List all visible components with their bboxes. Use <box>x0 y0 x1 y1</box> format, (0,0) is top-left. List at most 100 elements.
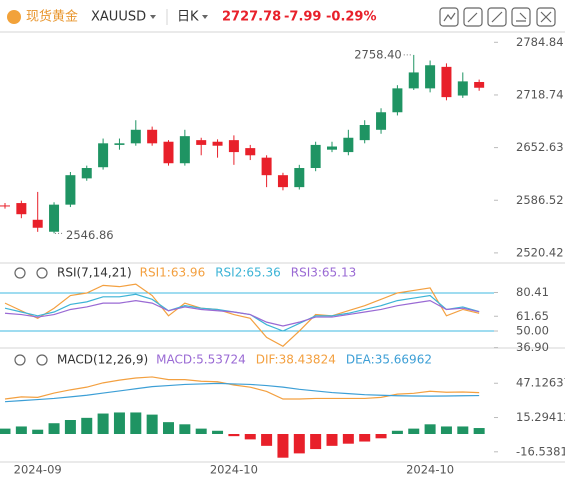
tool-icon <box>443 11 552 23</box>
rsi-title: RSI(7,14,21) <box>57 266 132 280</box>
macd-bar <box>64 420 76 434</box>
macd-bar <box>326 434 338 446</box>
macd-title: MACD(12,26,9) <box>57 353 148 367</box>
period[interactable]: 日K <box>177 10 199 25</box>
macd-bar <box>81 417 93 434</box>
macd-bar <box>113 412 125 434</box>
macd-bar <box>15 426 27 434</box>
macd-bar <box>424 424 436 434</box>
change: -7.99 <box>284 10 321 25</box>
y-tick-label: -16.53812 <box>516 444 565 458</box>
candle-body <box>16 203 27 215</box>
y-tick-label: 2652.63 <box>516 140 564 154</box>
macd-bar <box>212 430 224 434</box>
tool-button[interactable] <box>511 7 531 27</box>
symbol[interactable]: XAUUSD <box>91 10 146 25</box>
tool-button[interactable] <box>487 7 507 27</box>
macd-bar <box>0 428 11 434</box>
close-icon[interactable] <box>14 354 26 366</box>
candle-body <box>408 72 419 89</box>
legend-entry: RSI2:65.36 <box>215 266 281 280</box>
macd-line <box>4 382 480 403</box>
macd-bar <box>310 434 322 450</box>
macd-bar <box>146 414 158 434</box>
rsi-line <box>4 299 480 327</box>
period-dropdown[interactable] <box>202 15 208 19</box>
macd-bar <box>228 434 240 437</box>
tool-button[interactable] <box>463 7 483 27</box>
y-tick-label: 61.65 <box>516 309 549 323</box>
candle-body <box>228 140 239 153</box>
legend-entry: DIF:38.43824 <box>256 353 336 367</box>
candle-body <box>130 129 141 144</box>
toolbar <box>439 7 556 27</box>
candle-body <box>310 144 321 169</box>
y-tick-label: 80.41 <box>516 285 549 299</box>
macd-bar <box>163 422 174 434</box>
candle-body <box>425 65 436 89</box>
y-tick-label: 15.29412 <box>516 410 565 424</box>
macd-bar <box>97 413 109 434</box>
settings-icon[interactable] <box>36 354 48 366</box>
macd-bar <box>391 430 403 434</box>
macd-bar <box>293 434 305 454</box>
macd-bar <box>179 424 191 434</box>
macd-bar <box>195 428 207 434</box>
candle-body <box>457 81 468 96</box>
legend-entry: RSI1:63.96 <box>140 266 206 280</box>
macd-bar <box>32 429 44 434</box>
macd-bar <box>130 412 142 434</box>
min-annotation: 2546.86 <box>66 228 114 242</box>
macd-bar <box>473 428 485 434</box>
macd-bar <box>48 423 60 434</box>
candle-body <box>245 148 256 156</box>
y-tick-label: 36.90 <box>516 340 549 354</box>
candle-body <box>261 157 272 176</box>
macd-line <box>4 376 480 400</box>
candle-body <box>343 137 354 153</box>
y-tick-label: 50.00 <box>516 324 549 338</box>
rsi-line <box>4 293 480 332</box>
candle-body <box>98 143 109 168</box>
y-tick-label: 47.12637 <box>516 376 565 390</box>
candle-body <box>294 168 305 188</box>
settings-icon[interactable] <box>36 267 48 279</box>
macd-bar <box>457 426 469 434</box>
instrument-name[interactable]: 现货黄金 <box>26 9 78 25</box>
candle-body <box>163 141 174 164</box>
candle-body <box>212 141 223 146</box>
y-tick-label: 2784.84 <box>516 35 564 49</box>
tool-button[interactable] <box>536 7 556 27</box>
candle-body <box>277 175 288 188</box>
candle-body <box>196 140 207 145</box>
candle-body <box>179 136 190 164</box>
close-icon[interactable] <box>14 267 26 279</box>
candle-body <box>376 112 387 130</box>
y-tick-label: 2586.52 <box>516 193 564 207</box>
candle-body <box>32 219 43 228</box>
x-tick-label: 2024-10 <box>210 463 258 477</box>
x-tick-label: 2024-09 <box>14 463 62 477</box>
max-annotation: 2758.40 <box>354 47 402 61</box>
macd-bar <box>375 434 387 439</box>
change-pct: -0.29% <box>326 10 377 25</box>
candle-body <box>49 204 60 232</box>
candle-body <box>327 146 337 150</box>
x-tick-label: 2024-10 <box>406 463 454 477</box>
symbol-dropdown[interactable] <box>150 15 156 19</box>
gold-icon <box>7 10 21 24</box>
macd-bar <box>342 434 354 444</box>
candle-body <box>441 66 452 98</box>
rsi-line <box>4 283 480 347</box>
macd-bar <box>440 426 452 434</box>
price: 2727.78 <box>222 10 281 25</box>
candle-body <box>392 88 403 113</box>
legend-entry: MACD:5.53724 <box>156 353 246 367</box>
macd-bar <box>408 428 420 434</box>
candle-body <box>359 125 370 141</box>
candle-body <box>81 168 92 179</box>
tool-button[interactable] <box>439 7 459 27</box>
candle-body <box>0 205 10 207</box>
legend-entry: RSI3:65.13 <box>291 266 357 280</box>
